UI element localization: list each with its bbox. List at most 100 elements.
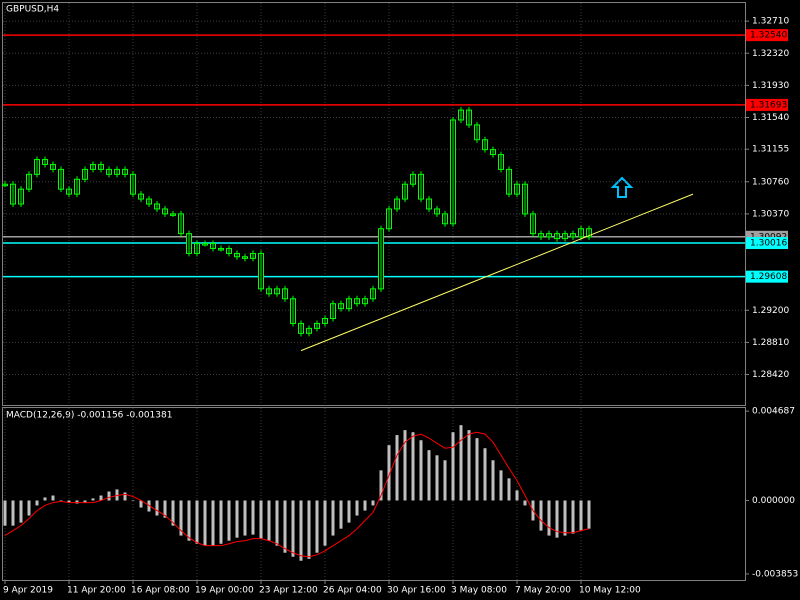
y-tick-label: -0.003853 <box>752 569 798 579</box>
macd-bar <box>179 500 183 536</box>
macd-bar <box>115 489 119 501</box>
macd-bar <box>83 500 87 503</box>
macd-bar <box>435 455 439 501</box>
level-tag <box>746 29 788 42</box>
macd-bar <box>475 438 479 501</box>
y-tick-label: 0.004687 <box>752 407 795 417</box>
macd-bar <box>259 500 263 539</box>
y-tick-label: 0.000000 <box>752 496 795 506</box>
macd-bar <box>163 500 167 518</box>
macd-bar <box>563 500 567 536</box>
y-tick-label: 1.31155 <box>752 145 789 155</box>
x-tick-label: 3 May 08:00 <box>451 586 507 596</box>
macd-bar <box>299 500 303 561</box>
macd-bar <box>267 500 271 541</box>
level-tag <box>746 270 788 283</box>
y-tick-label: 1.28420 <box>752 370 789 380</box>
macd-bar <box>11 500 15 526</box>
x-tick-label: 16 Apr 08:00 <box>131 586 190 596</box>
macd-bar <box>155 500 159 516</box>
level-label: 1.29608 <box>750 272 787 282</box>
macd-bar <box>347 500 351 523</box>
macd-bar <box>387 445 391 501</box>
macd-bar <box>19 500 23 523</box>
x-tick-label: 10 May 12:00 <box>579 586 641 596</box>
x-tick-label: 30 Apr 16:00 <box>387 586 446 596</box>
macd-bar <box>419 440 423 501</box>
macd-bar <box>171 500 175 526</box>
buy-arrow <box>610 176 634 198</box>
macd-bar <box>587 500 591 529</box>
macd-bar <box>139 500 143 508</box>
price-panel <box>2 2 746 406</box>
macd-bar <box>539 500 543 531</box>
macd-bar <box>515 490 519 501</box>
level-label: 1.31693 <box>750 100 787 110</box>
macd-bar <box>555 500 559 538</box>
level-tag <box>746 237 788 250</box>
level-tag <box>746 98 788 111</box>
macd-bar <box>75 500 79 504</box>
macd-bar <box>451 432 455 501</box>
macd-bar <box>507 478 511 501</box>
macd-bar <box>51 495 55 501</box>
macd-bar <box>203 500 207 546</box>
macd-bar <box>395 435 399 501</box>
y-tick-label: 1.29200 <box>752 306 789 316</box>
y-tick-label: 1.28810 <box>752 338 789 348</box>
x-tick-label: 9 Apr 2019 <box>3 586 53 596</box>
macd-bar <box>371 500 375 506</box>
macd-bar <box>99 495 103 501</box>
macd-bar <box>59 500 63 501</box>
macd-bar <box>499 470 503 501</box>
macd-bar <box>331 500 335 536</box>
macd-bar <box>227 500 231 541</box>
macd-bar <box>571 500 575 534</box>
macd-bar <box>3 500 7 526</box>
signal-line <box>4 431 590 558</box>
macd-panel <box>2 407 746 581</box>
y-tick-label: 1.31540 <box>752 113 789 123</box>
macd-bar <box>307 500 311 559</box>
macd-bar <box>323 500 327 546</box>
macd-bar <box>523 500 527 506</box>
x-tick-label: 11 Apr 20:00 <box>67 586 126 596</box>
y-tick-label: 1.32710 <box>752 17 789 27</box>
macd-bar <box>363 500 367 511</box>
x-tick-label: 7 May 20:00 <box>515 586 571 596</box>
macd-bar <box>427 450 431 501</box>
macd-title: MACD(12,26,9) -0.001156 -0.001381 <box>6 411 172 421</box>
macd-bar <box>291 500 295 557</box>
macd-bar <box>67 500 71 503</box>
macd-bar <box>211 500 215 546</box>
macd-bar <box>411 432 415 501</box>
macd-bar <box>91 498 95 501</box>
macd-bar <box>579 500 583 531</box>
macd-bar <box>491 460 495 501</box>
macd-bar <box>107 491 111 501</box>
x-tick-label: 19 Apr 00:00 <box>195 586 254 596</box>
macd-bar <box>443 460 447 501</box>
macd-bar <box>43 497 47 501</box>
macd-bar <box>283 500 287 553</box>
x-tick-label: 26 Apr 04:00 <box>323 586 382 596</box>
macd-bar <box>123 492 127 501</box>
macd-bar <box>467 430 471 501</box>
macd-bar <box>27 500 31 516</box>
macd-bar <box>195 500 199 544</box>
level-label: 1.30016 <box>750 239 787 249</box>
macd-bar <box>379 470 383 501</box>
macd-bar <box>187 500 191 541</box>
y-tick-label: 1.32320 <box>752 49 789 59</box>
macd-bar <box>459 425 463 501</box>
macd-bar <box>339 500 343 529</box>
macd-bar <box>243 500 247 536</box>
macd-bar <box>251 500 255 535</box>
level-label: 1.32540 <box>750 31 787 41</box>
chart-title: GBPUSD,H4 <box>6 5 59 15</box>
macd-bar <box>131 500 135 501</box>
macd-bar <box>235 500 239 538</box>
macd-bar <box>315 500 319 553</box>
macd-bar <box>35 500 39 506</box>
